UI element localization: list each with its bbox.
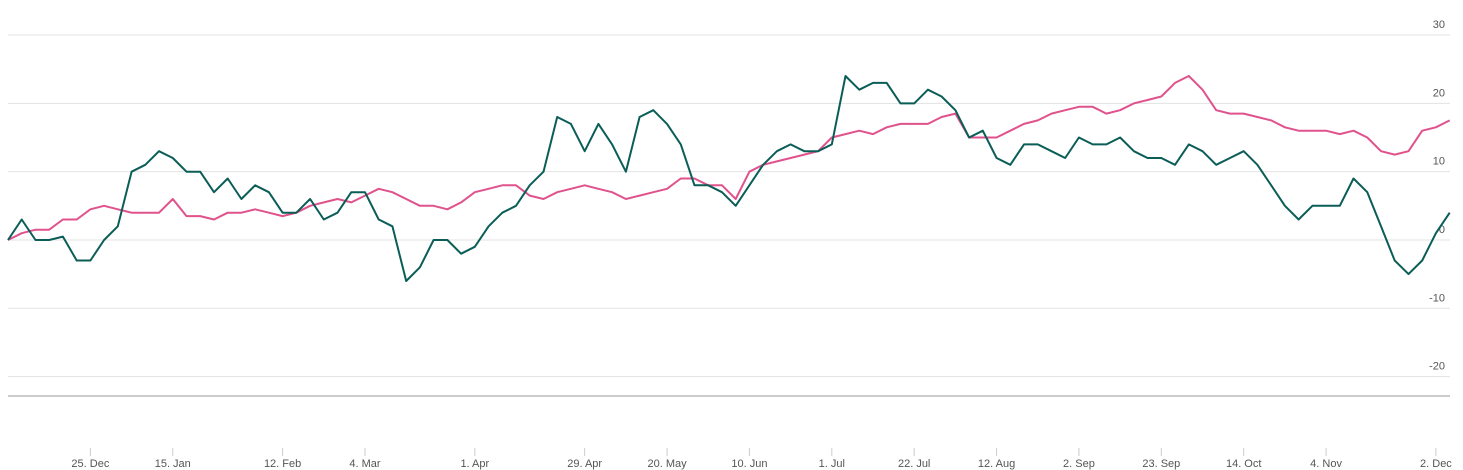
x-tick-label: 20. May [647, 458, 687, 470]
x-tick-label: 2. Dec [1420, 458, 1452, 470]
x-tick-label: 4. Mar [349, 458, 381, 470]
x-tick-label: 1. Apr [460, 458, 489, 470]
x-tick-label: 1. Jul [819, 458, 845, 470]
x-tick-label: 4. Nov [1310, 458, 1342, 470]
y-tick-label: 20 [1433, 87, 1445, 99]
x-tick-label: 23. Sep [1142, 458, 1180, 470]
line-series [7, 75, 1451, 241]
y-tick-label: 30 [1433, 19, 1445, 31]
x-tick-label: 2. Sep [1063, 458, 1095, 470]
x-tick-label: 12. Feb [264, 458, 301, 470]
x-tick-label: 22. Jul [898, 458, 930, 470]
x-tick-label: 15. Jan [155, 458, 191, 470]
x-tick-label: 10. Jun [731, 458, 767, 470]
y-tick-label: 10 [1433, 156, 1445, 168]
x-tick-label: 29. Apr [567, 458, 602, 470]
x-tick-label: 12. Aug [978, 458, 1015, 470]
line-series [7, 75, 1451, 282]
y-tick-label: -10 [1429, 292, 1445, 304]
x-tick-label: 25. Dec [71, 458, 109, 470]
y-tick-label: -20 [1429, 361, 1445, 373]
x-tick-label: 14. Oct [1226, 458, 1261, 470]
y-tick-label: 0 [1439, 224, 1445, 236]
